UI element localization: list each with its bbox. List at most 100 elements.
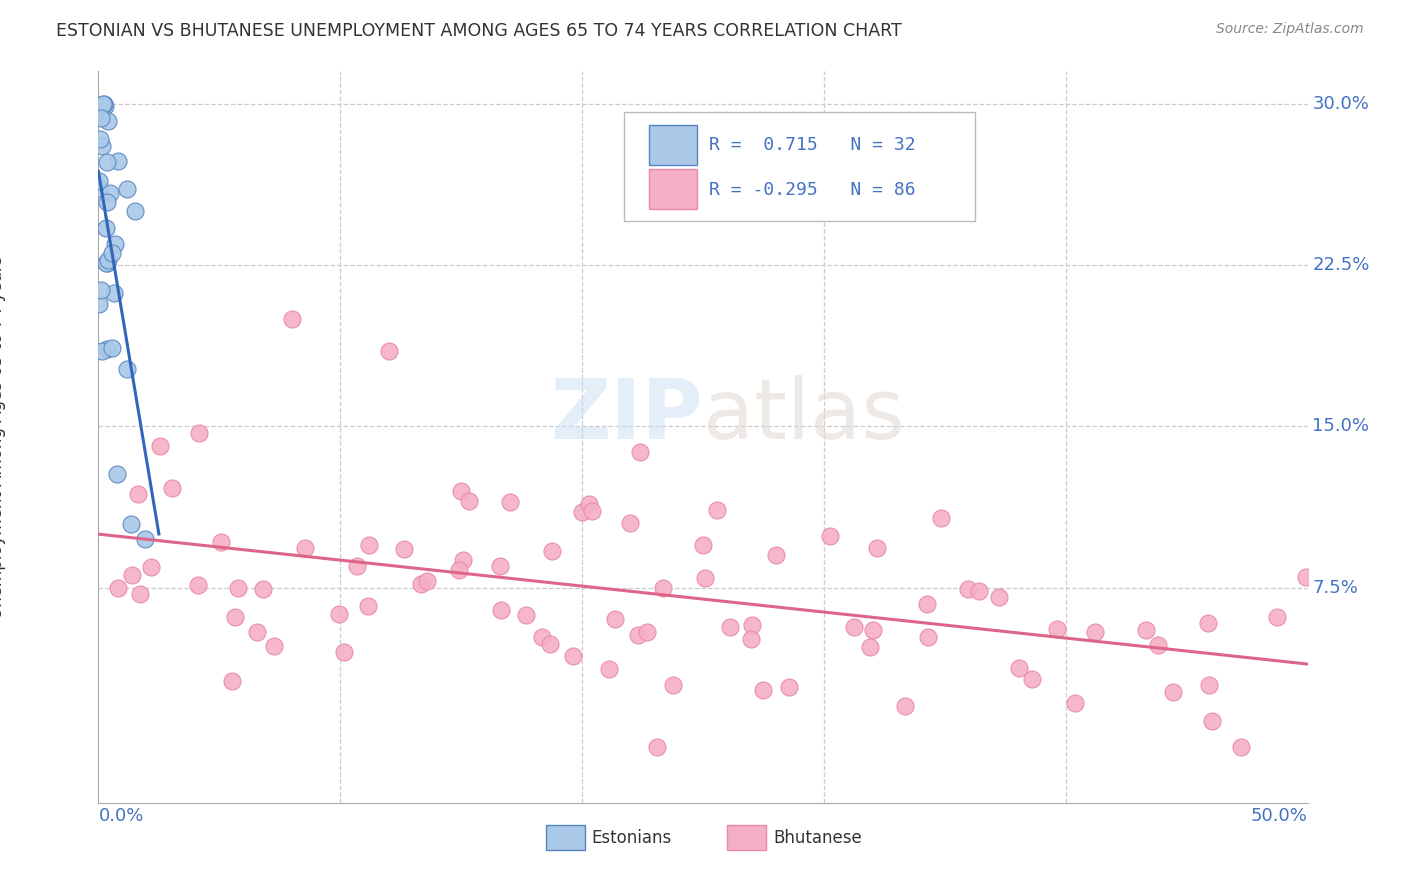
Point [969, 584, 991, 599]
Point [120, 516, 142, 531]
Point [778, 680, 800, 694]
Point [416, 574, 439, 589]
Point [741, 617, 763, 632]
Point [541, 544, 564, 558]
Text: R = -0.295   N = 86: R = -0.295 N = 86 [709, 181, 915, 199]
Point [117, 362, 139, 376]
Point [578, 496, 600, 510]
Point [117, 181, 139, 195]
Bar [648, 125, 697, 165]
Point [93, 96, 115, 111]
Point [562, 648, 585, 663]
Point [107, 581, 129, 595]
Point [1064, 696, 1087, 710]
Point [956, 582, 979, 596]
Point [627, 628, 650, 642]
Point [1161, 685, 1184, 699]
Point [636, 625, 658, 640]
Point [333, 644, 356, 658]
Point [1295, 570, 1317, 584]
Point [450, 483, 472, 498]
Point [411, 576, 433, 591]
Point [1046, 622, 1069, 636]
Point [121, 568, 143, 582]
Point [662, 678, 685, 692]
Point [89, 174, 111, 188]
Point [765, 549, 787, 563]
Text: 7.5%: 7.5% [1312, 579, 1358, 597]
Point [188, 425, 211, 440]
Point [1008, 661, 1031, 675]
Point [160, 481, 183, 495]
Text: 22.5%: 22.5% [1312, 256, 1369, 274]
Point [915, 597, 938, 611]
Point [96, 154, 118, 169]
Point [148, 439, 170, 453]
Point [89, 131, 111, 145]
Text: Bhutanese: Bhutanese [773, 829, 862, 847]
Point [89, 100, 111, 114]
Bar [546, 825, 585, 850]
Point [692, 538, 714, 552]
Point [489, 559, 512, 574]
Bar [648, 169, 697, 209]
Point [224, 609, 246, 624]
Point [581, 504, 603, 518]
Point [91, 96, 114, 111]
Point [94, 99, 117, 113]
Point [209, 534, 232, 549]
Text: 50.0%: 50.0% [1251, 807, 1308, 825]
Point [328, 607, 350, 621]
Point [619, 516, 641, 530]
Text: 30.0%: 30.0% [1312, 95, 1369, 112]
Point [263, 640, 285, 654]
Point [281, 311, 304, 326]
Point [605, 613, 627, 627]
Point [515, 607, 537, 622]
Point [97, 253, 120, 268]
Point [90, 139, 112, 153]
Point [246, 625, 269, 640]
Point [87, 297, 110, 311]
Point [1197, 616, 1219, 631]
Point [134, 532, 156, 546]
Point [346, 559, 368, 574]
Point [706, 503, 728, 517]
Point [294, 541, 316, 556]
Text: 15.0%: 15.0% [1312, 417, 1369, 435]
Point [652, 581, 675, 595]
Text: Source: ZipAtlas.com: Source: ZipAtlas.com [1216, 22, 1364, 37]
Text: Unemployment Among Ages 65 to 74 years: Unemployment Among Ages 65 to 74 years [0, 255, 6, 619]
Point [105, 467, 128, 481]
Point [917, 630, 939, 644]
Point [1021, 672, 1043, 686]
Point [818, 529, 841, 543]
Point [89, 181, 111, 195]
Text: ZIP: ZIP [551, 375, 703, 456]
Text: R =  0.715   N = 32: R = 0.715 N = 32 [709, 136, 915, 154]
Point [187, 578, 209, 592]
Point [498, 494, 520, 508]
Point [97, 114, 120, 128]
Point [987, 590, 1010, 604]
Point [751, 682, 773, 697]
Point [531, 631, 554, 645]
Point [598, 662, 620, 676]
Point [90, 283, 112, 297]
Point [740, 632, 762, 646]
Point [103, 286, 125, 301]
Point [94, 220, 117, 235]
Point [129, 587, 152, 601]
Point [842, 620, 865, 634]
FancyBboxPatch shape [624, 112, 976, 221]
Text: 0.0%: 0.0% [98, 807, 143, 825]
Point [96, 194, 118, 209]
Point [447, 563, 470, 577]
Point [489, 602, 512, 616]
Point [91, 344, 114, 359]
Point [693, 571, 716, 585]
Point [1084, 624, 1107, 639]
Point [139, 559, 162, 574]
Point [377, 344, 399, 359]
Point [90, 112, 112, 126]
